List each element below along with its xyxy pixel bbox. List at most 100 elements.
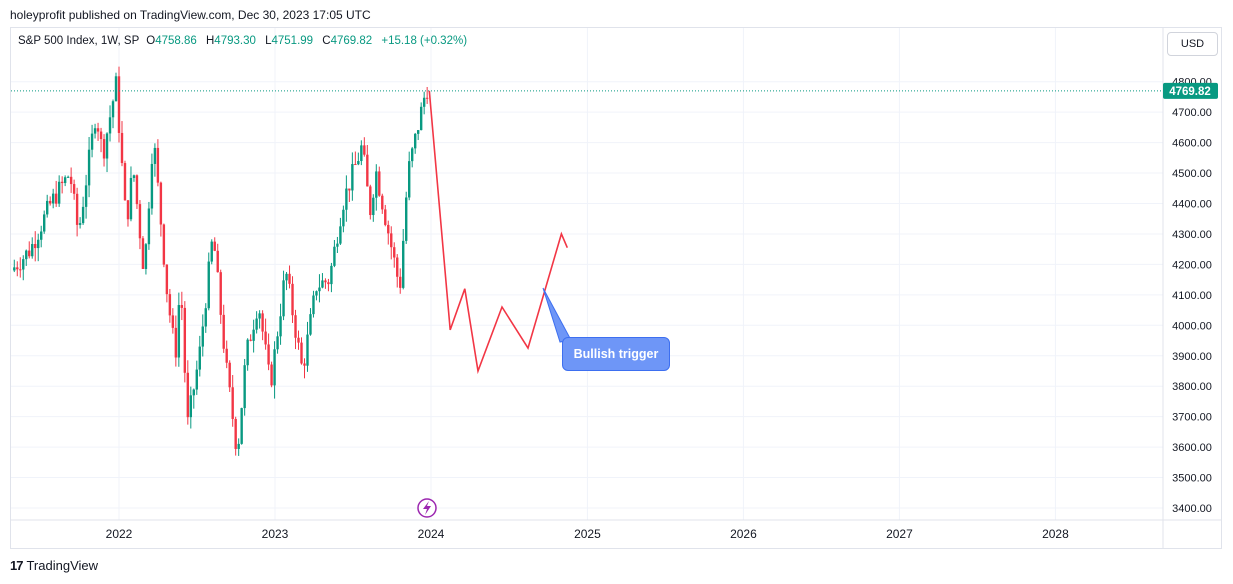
x-tick-label: 2022 (106, 527, 133, 541)
candle-up (345, 175, 348, 222)
candle-down (225, 340, 228, 369)
candle-up (90, 124, 94, 158)
candle-up (306, 321, 309, 372)
candle-up (246, 338, 249, 371)
bullish-trigger-callout[interactable]: Bullish trigger (562, 337, 670, 371)
candle-up (31, 237, 34, 259)
candle-down (54, 180, 58, 207)
candle-up (273, 341, 276, 399)
candle-up (402, 229, 405, 290)
legend-open-label: O (146, 35, 156, 47)
candle-up (282, 270, 285, 321)
y-tick-label: 4100.00 (1172, 290, 1212, 302)
candle-up (204, 303, 207, 333)
y-tick-label: 3400.00 (1172, 503, 1212, 515)
footer-brand[interactable]: 17 TradingView (10, 558, 98, 573)
candle-up (111, 99, 115, 129)
candle-up (410, 146, 414, 168)
candle-up (240, 407, 243, 445)
candle-down (117, 66, 121, 143)
candle-down (168, 288, 172, 323)
candle-up (207, 252, 210, 311)
candle-up (279, 303, 282, 345)
candle-down (174, 315, 178, 367)
legend-high-label: H (205, 35, 215, 47)
y-tick-label: 4500.00 (1172, 168, 1212, 180)
candles-layer (13, 66, 429, 456)
candle-down (180, 291, 184, 321)
time-axis[interactable]: 2022 2023 2024 2025 2026 2027 2028 (11, 519, 1221, 541)
currency-button[interactable]: USD (1167, 32, 1218, 56)
candle-down (34, 231, 37, 262)
legend-high: 4793.30 (214, 35, 256, 47)
y-tick-label: 3500.00 (1172, 473, 1212, 485)
candle-up (87, 136, 91, 198)
legend-symbol: S&P 500 Index, 1W, SP (18, 35, 140, 47)
candle-down (399, 268, 402, 294)
candle-up (333, 239, 336, 268)
candle-down (354, 151, 357, 166)
candle-up (201, 314, 204, 357)
candle-up (315, 290, 318, 301)
candle-down (123, 160, 127, 201)
candle-down (387, 220, 390, 245)
candle-up (189, 386, 193, 429)
candle-down (303, 358, 306, 379)
candle-up (318, 274, 321, 303)
lightning-icon[interactable] (417, 498, 437, 518)
candle-up (51, 188, 55, 209)
candle-down (300, 337, 303, 365)
candle-up (93, 123, 97, 139)
candle-up (419, 102, 423, 131)
candle-down (72, 179, 76, 200)
candle-up (153, 143, 157, 177)
candle-up (372, 194, 375, 222)
candle-down (141, 236, 145, 269)
legend-close: 4769.82 (330, 35, 373, 47)
candle-up (25, 249, 28, 266)
candle-down (384, 204, 387, 227)
candle-down (369, 184, 372, 220)
candle-down (159, 181, 163, 237)
candle-down (216, 243, 219, 273)
candle-down (294, 309, 297, 350)
candle-down (363, 137, 366, 157)
candle-up (37, 233, 40, 262)
x-tick-label: 2024 (418, 527, 445, 541)
candle-up (147, 201, 151, 250)
candle-up (43, 210, 46, 234)
candle-up (285, 272, 288, 291)
candle-down (186, 360, 190, 425)
candle-up (40, 225, 43, 248)
callout-label: Bullish trigger (573, 347, 659, 361)
candle-down (138, 200, 142, 250)
candle-up (360, 140, 363, 166)
legend-change: +15.18 (+0.32%) (381, 35, 468, 47)
candle-down (213, 237, 216, 252)
candle-up (255, 311, 258, 334)
chart-frame[interactable] (10, 27, 1222, 549)
price-axis[interactable]: 3400.00 3500.00 3600.00 3700.00 3800.00 3900.… (1162, 28, 1212, 548)
y-tick-label: 3800.00 (1172, 381, 1212, 393)
candle-up (330, 262, 333, 293)
candle-down (171, 308, 175, 334)
candle-down (270, 361, 273, 388)
candle-up (63, 175, 67, 187)
candle-down (60, 176, 64, 194)
candle-up (177, 292, 181, 367)
candle-down (390, 226, 393, 260)
candle-up (312, 290, 315, 318)
candle-up (258, 310, 261, 329)
candle-up (144, 243, 148, 275)
candle-up (108, 105, 112, 142)
candle-down (126, 199, 130, 227)
y-tick-label: 3600.00 (1172, 442, 1212, 454)
candle-down (19, 257, 22, 278)
svg-text:4769.82: 4769.82 (1169, 86, 1211, 98)
candle-down (348, 188, 351, 203)
candle-up (66, 175, 70, 178)
candle-down (234, 416, 237, 456)
candle-up (422, 91, 426, 115)
candle-down (102, 134, 106, 167)
